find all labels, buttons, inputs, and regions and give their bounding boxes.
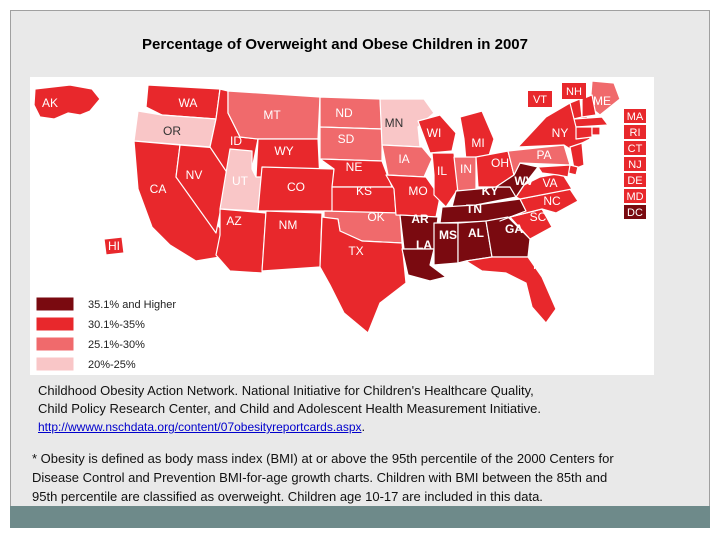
label-al: AL: [468, 226, 484, 240]
label-fl: FL: [533, 258, 547, 272]
caption-line-2: Child Policy Research Center, and Child …: [38, 401, 541, 416]
label-de: DE: [627, 175, 642, 187]
de-box: [624, 173, 646, 187]
state-hi: [103, 236, 125, 256]
label-nd: ND: [335, 106, 353, 120]
map-panel: AK WA OR CA NV ID MT WY UT CO AZ NM ND S…: [30, 77, 654, 375]
label-az: AZ: [226, 214, 241, 228]
label-sd: SD: [338, 132, 355, 146]
label-ky: KY: [482, 184, 499, 198]
state-nh: [581, 94, 597, 118]
legend-swatch-1: [35, 296, 75, 312]
label-ms: MS: [439, 228, 457, 242]
legend-label-3: 25.1%-30%: [88, 339, 145, 351]
label-va: VA: [542, 176, 557, 190]
state-ct: [575, 126, 593, 140]
label-tn: TN: [466, 202, 482, 216]
label-ok: OK: [367, 210, 384, 224]
legend-label-1: 35.1% and Higher: [88, 299, 176, 311]
dc-box: [624, 205, 646, 219]
us-map: AK WA OR CA NV ID MT WY UT CO AZ NM ND S…: [33, 80, 646, 372]
label-ks: KS: [356, 184, 372, 198]
state-md: [537, 164, 571, 178]
state-wi: [417, 114, 457, 154]
label-mi: MI: [471, 136, 484, 150]
state-ri: [591, 126, 601, 136]
label-ar: AR: [411, 212, 429, 226]
label-oh: OH: [491, 156, 509, 170]
label-ia: IA: [398, 152, 409, 166]
map-title: Percentage of Overweight and Obese Child…: [142, 36, 528, 53]
label-ne: NE: [346, 160, 363, 174]
label-mt: MT: [263, 108, 281, 122]
ma-box: [624, 109, 646, 123]
label-or: OR: [163, 124, 181, 138]
label-ri: RI: [630, 127, 641, 139]
state-fl: [465, 256, 557, 324]
state-ga: [485, 216, 531, 258]
label-tx: TX: [348, 244, 363, 258]
label-nh: NH: [566, 86, 582, 98]
nh-box: [562, 83, 586, 99]
label-vt: VT: [533, 94, 547, 106]
state-ia: [381, 144, 433, 178]
note-line-2: Disease Control and Prevention BMI-for-a…: [32, 470, 608, 485]
source-link[interactable]: http://wwww.nschdata.org/content/07obesi…: [38, 420, 362, 434]
label-md: MD: [626, 191, 643, 203]
label-ga: GA: [505, 222, 523, 236]
label-ut: UT: [232, 174, 249, 188]
state-nj: [569, 142, 585, 170]
state-ak: [33, 84, 101, 120]
legend-swatch-4: [35, 356, 75, 372]
label-wy: WY: [274, 144, 293, 158]
ri-box: [624, 125, 646, 139]
label-co: CO: [287, 180, 305, 194]
note-line-1: * Obesity is defined as body mass index …: [32, 451, 614, 466]
label-ma: MA: [627, 111, 644, 123]
label-ak: AK: [42, 96, 58, 110]
legend-label-2: 30.1%-35%: [88, 319, 145, 331]
ct-box: [624, 141, 646, 155]
nj-box: [624, 157, 646, 171]
label-mo: MO: [408, 184, 427, 198]
state-nc: [499, 188, 579, 222]
label-ct: CT: [628, 143, 643, 155]
vt-box: [528, 91, 552, 107]
label-nj: NJ: [628, 159, 641, 171]
state-tx: [319, 216, 407, 334]
label-mn: MN: [385, 116, 404, 130]
label-sc: SC: [530, 210, 547, 224]
label-wi: WI: [427, 126, 442, 140]
legend-label-4: 20%-25%: [88, 359, 136, 371]
source-link-suffix: .: [361, 419, 366, 434]
caption-line-1: Childhood Obesity Action Network. Nation…: [38, 383, 534, 398]
label-nc: NC: [543, 194, 561, 208]
label-pa: PA: [536, 148, 551, 162]
label-ca: CA: [150, 182, 167, 196]
label-hi: HI: [108, 239, 120, 253]
label-ny: NY: [552, 126, 569, 140]
slide-bottom-bar: [10, 506, 710, 528]
label-wv: WV: [514, 174, 533, 188]
md-box: [624, 189, 646, 203]
legend-swatch-3: [35, 336, 75, 352]
northeast-callouts: VT NH MA RI CT NJ DE MD DC: [528, 83, 646, 219]
legend-swatch-2: [35, 316, 75, 332]
label-id: ID: [230, 134, 242, 148]
map-legend: 35.1% and Higher 30.1%-35% 25.1%-30% 20%…: [35, 296, 176, 372]
label-wa: WA: [179, 96, 198, 110]
label-in: IN: [460, 162, 472, 176]
obesity-definition-note: * Obesity is defined as body mass index …: [32, 449, 707, 506]
label-nv: NV: [186, 168, 203, 182]
label-il: IL: [437, 164, 447, 178]
label-me: ME: [593, 94, 611, 108]
label-dc: DC: [627, 207, 643, 219]
source-caption: Childhood Obesity Action Network. Nation…: [38, 382, 698, 436]
note-line-3: 95th percentile are classified as overwe…: [32, 489, 543, 504]
label-nm: NM: [279, 218, 298, 232]
label-la: LA: [416, 238, 432, 252]
state-ma: [573, 116, 609, 128]
